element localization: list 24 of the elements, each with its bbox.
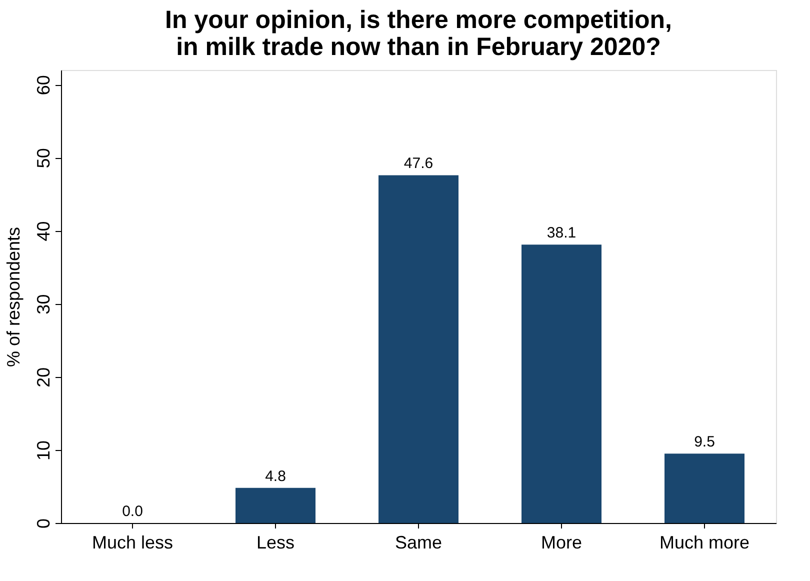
y-tick-label: 60 <box>34 75 54 96</box>
y-tick-label: 50 <box>34 148 54 168</box>
text: in milk trade now than in February 2020? <box>176 33 661 61</box>
bar <box>664 454 744 523</box>
text: In your opinion, is there more competition, <box>165 6 672 34</box>
bar <box>378 175 458 523</box>
bar <box>522 244 602 523</box>
y-tick-label: 10 <box>34 440 54 460</box>
x-tick-label: Less <box>256 532 295 552</box>
bar <box>236 488 316 523</box>
y-tick-label: 30 <box>34 294 54 314</box>
x-tick-label: Much more <box>659 532 750 552</box>
x-tick-label: More <box>540 532 582 552</box>
y-axis-title: % of respondents <box>4 226 24 368</box>
data-label: 4.8 <box>265 468 286 485</box>
data-label: 38.1 <box>546 224 576 242</box>
data-label: 0.0 <box>122 503 143 520</box>
y-tick-label: 20 <box>34 367 54 388</box>
x-tick-label: Much less <box>92 532 174 552</box>
data-label: 47.6 <box>404 155 434 172</box>
data-label: 9.5 <box>694 434 715 451</box>
y-tick-label: 0 <box>34 518 54 529</box>
y-tick-label: 40 <box>34 221 54 242</box>
x-tick-label: Same <box>394 532 442 552</box>
